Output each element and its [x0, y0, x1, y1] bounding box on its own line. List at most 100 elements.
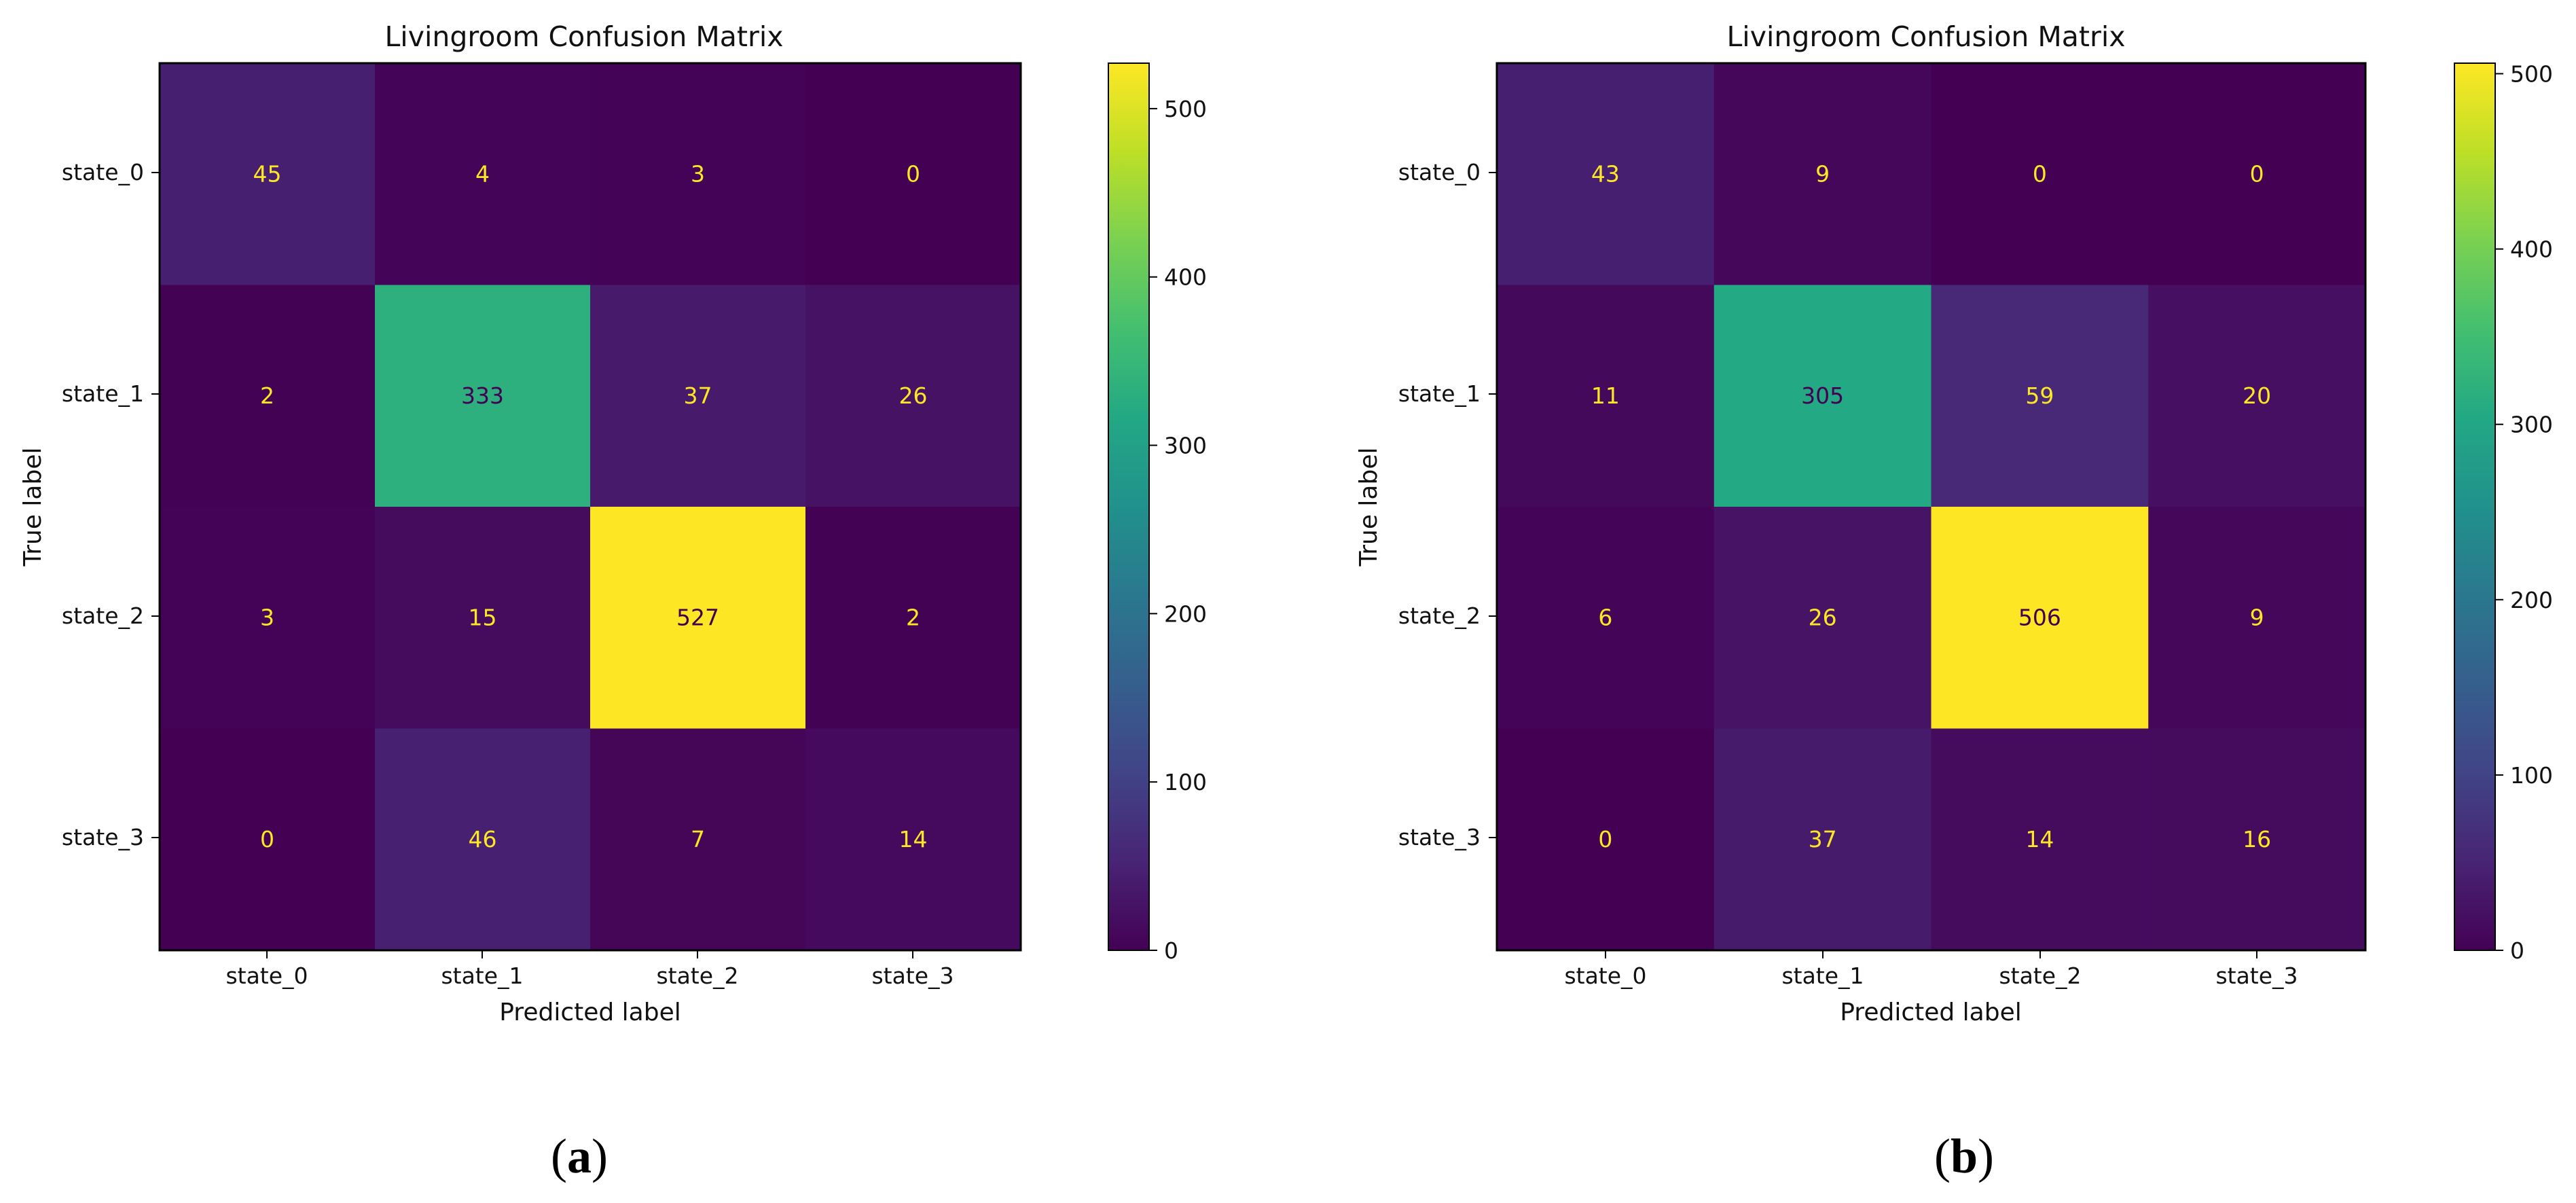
heatmap-cell — [805, 728, 1021, 951]
heatmap-cell — [375, 285, 591, 507]
x-axis-ticks: state_0 state_1 state_2 state_3 — [225, 950, 954, 989]
heatmap-cell — [1713, 63, 1931, 285]
cell-value-label: 26 — [899, 382, 928, 409]
cell-value-label: 43 — [1591, 160, 1620, 187]
cell-value-label: 9 — [2250, 604, 2264, 630]
y-tick-label: state_3 — [1398, 824, 1481, 850]
cell-value-label: 20 — [2243, 382, 2271, 409]
heatmap-cell — [590, 507, 806, 729]
heatmap-cells: 45 4 3 0 2 333 37 26 3 15 527 2 0 46 7 14 — [160, 63, 1021, 951]
cell-value-label: 37 — [684, 382, 712, 409]
cell-value-label: 59 — [2025, 382, 2054, 409]
x-tick-label: state_3 — [871, 963, 954, 989]
heatmap-cell — [1931, 63, 2149, 285]
heatmap-cell — [1931, 507, 2149, 729]
heatmap-cell — [2148, 507, 2366, 729]
heatmap-cell — [160, 507, 376, 729]
x-tick-label: state_1 — [441, 963, 523, 989]
heatmap-cell — [805, 507, 1021, 729]
colorbar: 0 100 200 300 400 500 — [1108, 62, 1207, 964]
heatmap-cell — [1497, 63, 1715, 285]
x-axis-label: Predicted label — [1840, 999, 2022, 1026]
x-tick-label: state_2 — [1999, 963, 2081, 989]
y-tick-label: state_0 — [1398, 159, 1481, 185]
x-tick-label: state_3 — [2215, 963, 2298, 989]
plot-frame — [1495, 62, 2367, 952]
heatmap-cell — [1497, 507, 1715, 729]
colorbar-tick-label: 200 — [2510, 587, 2553, 613]
y-axis-label: True label — [1355, 448, 1383, 567]
colorbar-ticks: 0 100 200 300 400 500 — [2495, 60, 2553, 964]
cell-value-label: 16 — [2243, 826, 2271, 852]
panel-label: (a) — [551, 1129, 608, 1183]
colorbar-tick-label: 300 — [1164, 433, 1207, 459]
cell-value-label: 2 — [906, 604, 920, 630]
x-tick-label: state_0 — [1564, 963, 1646, 989]
cell-value-label: 0 — [260, 826, 274, 852]
y-tick-label: state_0 — [62, 159, 144, 185]
y-tick-label: state_1 — [62, 380, 144, 407]
chart-title: Livingroom Confusion Matrix — [1726, 20, 2125, 53]
colorbar-tick-label: 0 — [1164, 937, 1178, 964]
plot-frame — [158, 62, 1022, 952]
x-tick-label: state_1 — [1781, 963, 1864, 989]
cell-value-label: 14 — [2025, 826, 2054, 852]
y-tick-label: state_3 — [62, 824, 144, 850]
colorbar-tick-label: 400 — [1164, 264, 1207, 291]
heatmap-cell — [2148, 285, 2366, 507]
cell-value-label: 3 — [691, 160, 705, 187]
x-tick-label: state_0 — [225, 963, 308, 989]
x-axis-label: Predicted label — [499, 999, 681, 1026]
heatmap-cells: 43 9 0 0 11 305 59 20 6 26 506 9 0 37 14 16 — [1497, 63, 2366, 951]
heatmap-cell — [1497, 285, 1715, 507]
heatmap-cell — [590, 285, 806, 507]
heatmap-cell — [1497, 728, 1715, 951]
x-axis-ticks: state_0 state_1 state_2 state_3 — [1564, 950, 2298, 989]
colorbar-tick-label: 300 — [2510, 412, 2553, 438]
cell-value-label: 11 — [1591, 382, 1620, 409]
chart-title: Livingroom Confusion Matrix — [384, 20, 783, 53]
colorbar-ticks: 0 100 200 300 400 500 — [1149, 96, 1207, 964]
cell-value-label: 9 — [1815, 160, 1830, 187]
y-axis-label: True label — [19, 448, 47, 567]
y-tick-label: state_1 — [1398, 380, 1481, 407]
cell-value-label: 0 — [2250, 160, 2264, 187]
panel-label: (b) — [1934, 1129, 1994, 1183]
heatmap-cell — [160, 728, 376, 951]
y-axis-ticks: state_0 state_1 state_2 state_3 — [62, 159, 160, 850]
heatmap-cell — [375, 507, 591, 729]
cell-value-label: 15 — [469, 604, 497, 630]
y-axis-ticks: state_0 state_1 state_2 state_3 — [1398, 159, 1497, 850]
cell-value-label: 46 — [469, 826, 497, 852]
heatmap-cell — [805, 285, 1021, 507]
cell-value-label: 6 — [1598, 604, 1612, 630]
heatmap-cell — [375, 63, 591, 285]
cell-value-label: 527 — [676, 604, 719, 630]
cell-value-label: 506 — [2018, 604, 2061, 630]
colorbar-tick-label: 400 — [2510, 236, 2553, 263]
cell-value-label: 0 — [2033, 160, 2047, 187]
cell-value-label: 26 — [1809, 604, 1837, 630]
cell-value-label: 3 — [260, 604, 274, 630]
heatmap-cell — [1713, 728, 1931, 951]
y-tick-label: state_2 — [1398, 603, 1481, 629]
colorbar-gradient — [2454, 62, 2496, 951]
cell-value-label: 4 — [475, 160, 490, 187]
colorbar: 0 100 200 300 400 500 — [2454, 60, 2553, 964]
colorbar-tick-label: 100 — [1164, 769, 1207, 795]
colorbar-tick-label: 200 — [1164, 600, 1207, 627]
y-tick-label: state_2 — [62, 603, 144, 629]
cell-value-label: 7 — [691, 826, 705, 852]
heatmap-cell — [590, 63, 806, 285]
heatmap-cell — [590, 728, 806, 951]
cell-value-label: 0 — [1598, 826, 1612, 852]
confusion-matrix-panel-a: Livingroom Confusion Matrix 45 4 3 02 333 37 2… — [19, 20, 1207, 1183]
cell-value-label: 305 — [1801, 382, 1844, 409]
heatmap-cell — [160, 285, 376, 507]
heatmap-cell — [1931, 285, 2149, 507]
heatmap-cell — [1931, 728, 2149, 951]
cell-value-label: 14 — [899, 826, 928, 852]
cell-value-label: 2 — [260, 382, 274, 409]
heatmap-cell — [375, 728, 591, 951]
